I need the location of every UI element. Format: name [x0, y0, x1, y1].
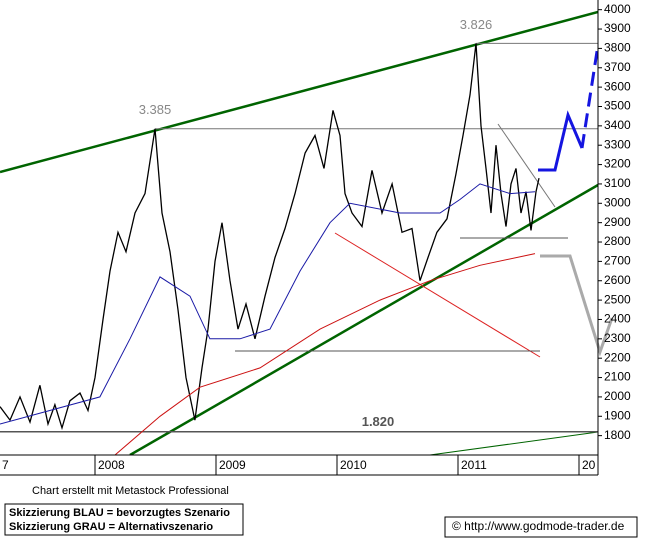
trendline: [129, 183, 598, 455]
series-layer: [0, 42, 598, 455]
note: Skizzierung GRAU = Alternativszenario: [9, 521, 213, 533]
y-tick-label: 2200: [604, 350, 631, 364]
x-tick-label: 2010: [340, 458, 367, 472]
y-tick-label: 2600: [604, 273, 631, 287]
source-box: [444, 516, 638, 538]
y-tick-label: 2700: [604, 254, 631, 268]
y-tick-label: 3300: [604, 137, 631, 151]
red-line: [334, 232, 541, 358]
level-label: 1.820: [362, 414, 395, 429]
y-tick-label: 2800: [604, 234, 631, 248]
blue-scenario: [580, 44, 600, 149]
y-tick-label: 3100: [604, 176, 631, 190]
y-tick-label: 2400: [604, 312, 631, 326]
x-tick-label: 7: [2, 458, 9, 472]
note: Skizzierung BLAU = bevorzugtes Szenario: [9, 507, 230, 519]
level-label: 3.826: [460, 17, 493, 32]
y-tick-label: 4000: [604, 2, 631, 16]
y-tick-label: 3600: [604, 79, 631, 93]
y-tick-label: 3200: [604, 157, 631, 171]
y-tick-label: 1800: [604, 428, 631, 442]
y-tick-label: 3000: [604, 195, 631, 209]
y-tick-label: 2900: [604, 215, 631, 229]
y-tick-label: 1900: [604, 408, 631, 422]
y-tick-label: 2000: [604, 389, 631, 403]
level-label: 3.385: [139, 102, 172, 117]
trendline: [429, 431, 598, 455]
series-line: [0, 183, 536, 425]
y-tick-label: 3900: [604, 21, 631, 35]
triangle-line: [497, 123, 556, 208]
source: © http://www.godmode-trader.de: [452, 519, 625, 533]
y-tick-label: 2100: [604, 370, 631, 384]
y-tick-label: 3700: [604, 60, 631, 74]
drawings: [0, 10, 598, 455]
series-line: [114, 253, 536, 455]
y-tick-label: 3800: [604, 41, 631, 55]
blue-scenario: [538, 110, 584, 172]
x-tick-label: 2009: [219, 458, 246, 472]
y-tick-label: 3400: [604, 118, 631, 132]
x-tick-label: 2011: [461, 458, 487, 472]
y-tick-label: 3500: [604, 99, 631, 113]
gray-scenario: [540, 254, 614, 357]
trendline: [0, 10, 598, 174]
series-line: [0, 43, 540, 431]
x-tick-label: 2008: [98, 458, 125, 472]
x-tick-label: 20: [582, 458, 596, 472]
y-tick-label: 2500: [604, 292, 631, 306]
credit: Chart erstellt mit Metastock Professiona…: [32, 485, 229, 497]
notes-box: [4, 503, 244, 536]
y-tick-label: 2300: [604, 331, 631, 345]
